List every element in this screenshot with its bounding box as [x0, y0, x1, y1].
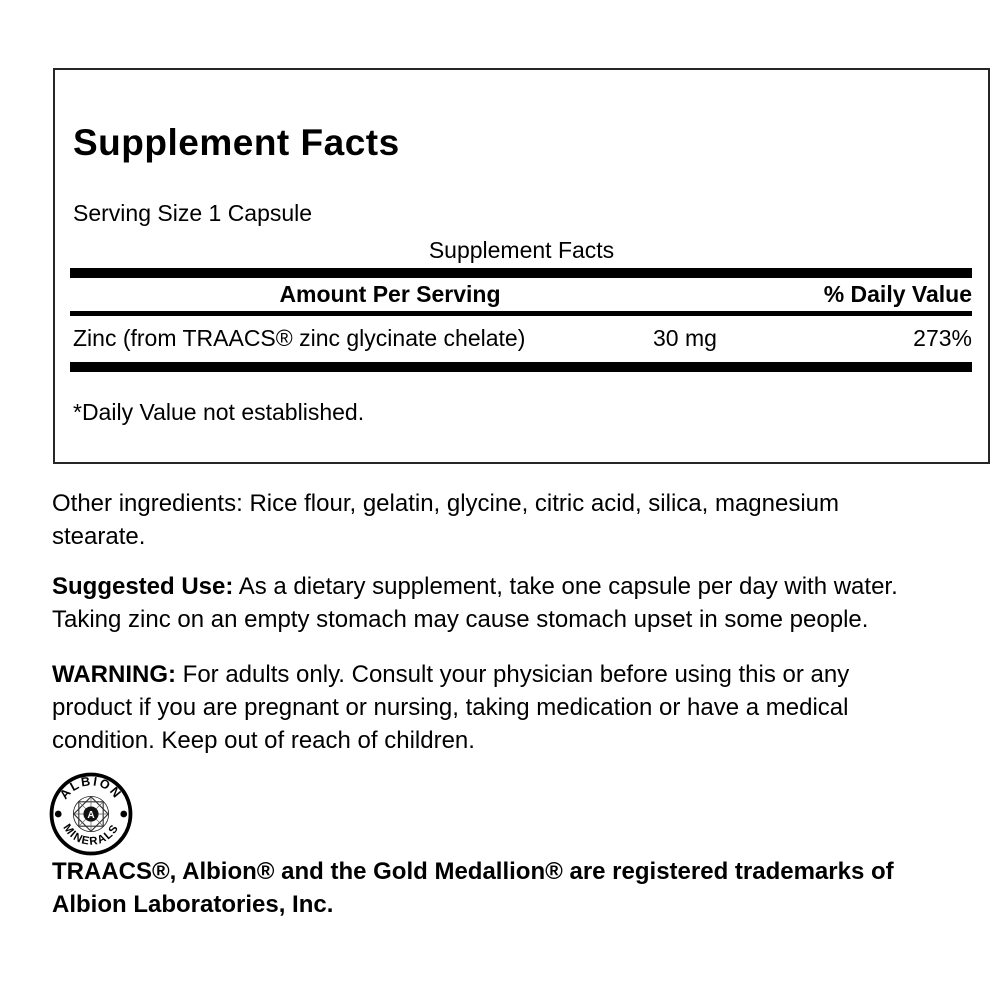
serving-size: Serving Size 1 Capsule — [73, 200, 313, 226]
nutrient-name: Zinc (from TRAACS® zinc glycinate chelat… — [73, 325, 526, 351]
logo-right-dot-icon — [120, 810, 128, 818]
suggested-use-text: As a dietary supplement, take one capsul… — [52, 573, 898, 633]
other-ingredients-paragraph: Other ingredients: Rice flour, gelatin, … — [52, 487, 987, 553]
warning-paragraph: WARNING: For adults only. Consult your p… — [52, 658, 987, 757]
divider-thin — [70, 311, 972, 316]
warning-label: WARNING: — [52, 661, 176, 688]
suggested-use-label: Suggested Use: — [52, 573, 234, 600]
table-row: Zinc (from TRAACS® zinc glycinate chelat… — [55, 325, 988, 355]
nutrient-daily-value: 273% — [913, 325, 972, 351]
warning-text: For adults only. Consult your physician … — [52, 661, 850, 754]
logo-left-dot-icon — [54, 810, 62, 818]
logo-medallion-icon: A — [72, 795, 110, 833]
divider-thick-bottom — [70, 362, 972, 372]
albion-minerals-logo: ALBION MINERALS A — [49, 772, 133, 856]
suggested-use-paragraph: Suggested Use: As a dietary supplement, … — [52, 570, 987, 636]
table-caption: Supplement Facts — [428, 237, 615, 263]
column-header-daily-value: % Daily Value — [823, 281, 972, 307]
supplement-facts-panel: Supplement Facts Serving Size 1 Capsule … — [53, 68, 990, 464]
divider-thick-top — [70, 268, 972, 278]
daily-value-footnote: *Daily Value not established. — [73, 399, 365, 425]
other-ingredients-text: Other ingredients: Rice flour, gelatin, … — [52, 490, 840, 550]
logo-outer-ring — [49, 772, 133, 856]
nutrient-amount: 30 mg — [653, 325, 717, 351]
column-header-amount: Amount Per Serving — [279, 281, 501, 307]
logo-center-letter: A — [87, 810, 95, 821]
trademark-notice: TRAACS®, Albion® and the Gold Medallion®… — [52, 858, 894, 918]
panel-title: Supplement Facts — [73, 122, 400, 163]
